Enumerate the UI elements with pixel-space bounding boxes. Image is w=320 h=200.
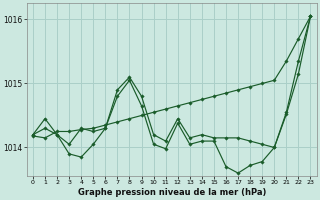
X-axis label: Graphe pression niveau de la mer (hPa): Graphe pression niveau de la mer (hPa) bbox=[77, 188, 266, 197]
